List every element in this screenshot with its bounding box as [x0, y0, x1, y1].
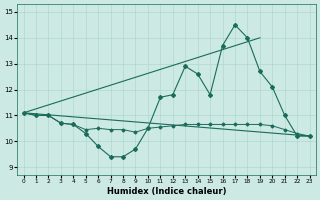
X-axis label: Humidex (Indice chaleur): Humidex (Indice chaleur) [107, 187, 226, 196]
